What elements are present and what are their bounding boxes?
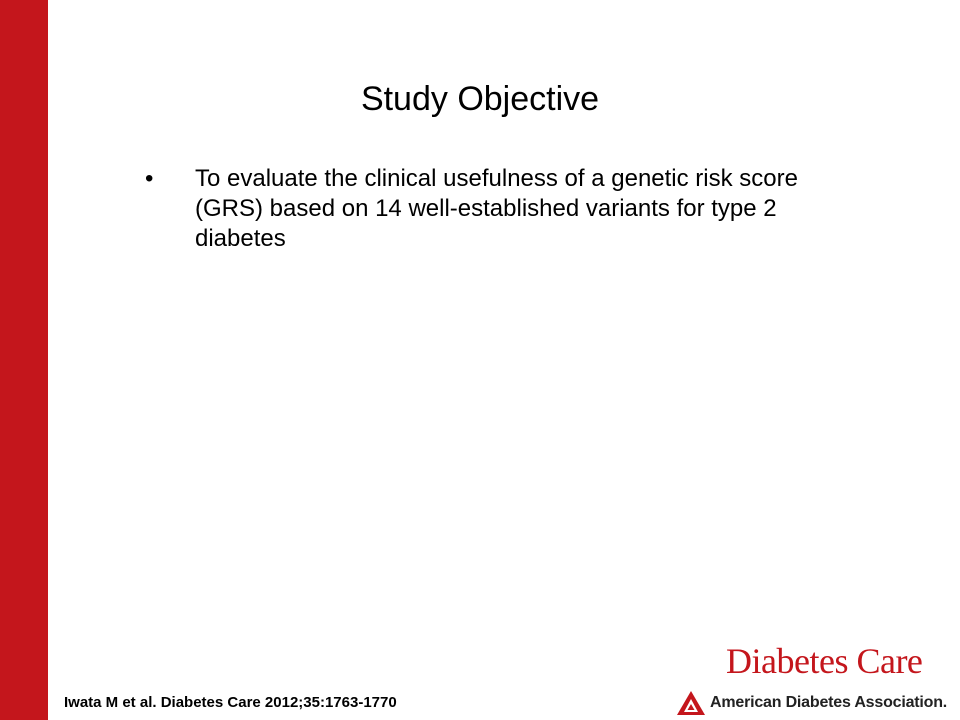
slide-title: Study Objective bbox=[0, 78, 960, 120]
journal-logo: Diabetes Care bbox=[726, 641, 923, 681]
bullet-list: • To evaluate the clinical usefulness of… bbox=[145, 164, 865, 254]
slide-title-text: Study Objective bbox=[360, 80, 600, 118]
bullet-icon: • bbox=[145, 165, 154, 192]
accent-sidebar bbox=[0, 0, 48, 720]
ada-triangle-icon bbox=[677, 691, 705, 715]
organization-name: American Diabetes Association. bbox=[710, 694, 948, 711]
bullet-text: To evaluate the clinical usefulness of a… bbox=[195, 165, 798, 252]
organization-logo: American Diabetes Association. bbox=[676, 688, 947, 718]
citation: Iwata M et al. Diabetes Care 2012;35:176… bbox=[64, 694, 397, 711]
bullet-item: • To evaluate the clinical usefulness of… bbox=[145, 164, 865, 254]
